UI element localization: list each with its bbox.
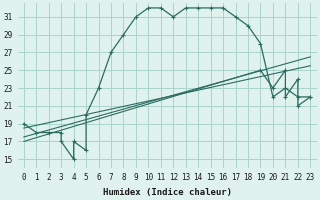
X-axis label: Humidex (Indice chaleur): Humidex (Indice chaleur)	[102, 188, 232, 197]
